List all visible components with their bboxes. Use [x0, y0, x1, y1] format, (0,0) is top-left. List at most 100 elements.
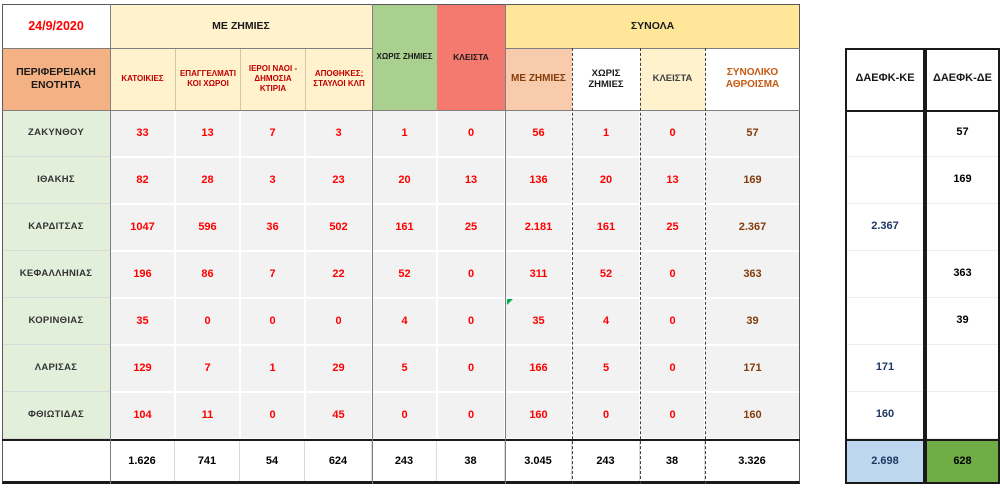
daefk-de-total-cell[interactable]: 628 — [925, 439, 1000, 484]
date-cell[interactable]: 24/9/2020 — [28, 18, 84, 33]
header-subcol-warehouses[interactable]: ΑΠΟΘΗΚΕΣ; ΣΤΑΥΛΟΙ ΚΛΠ — [305, 48, 372, 110]
value-cell[interactable]: 1047 — [110, 204, 175, 251]
totals-value-cell[interactable]: 624 — [305, 439, 372, 484]
value-cell[interactable]: 169 — [705, 157, 800, 204]
value-cell[interactable]: 0 — [372, 392, 437, 439]
header-group-totals[interactable]: ΣΥΝΟΛΑ — [505, 4, 800, 48]
region-cell[interactable]: ΚΕΦΑΛΛΗΝΙΑΣ — [2, 251, 110, 298]
daefk-de-cell[interactable]: 169 — [925, 157, 1000, 204]
region-cell[interactable]: ΛΑΡΙΣΑΣ — [2, 345, 110, 392]
value-cell[interactable]: 0 — [640, 392, 705, 439]
value-cell[interactable]: 5 — [372, 345, 437, 392]
value-cell[interactable]: 0 — [437, 251, 505, 298]
value-cell[interactable]: 7 — [240, 110, 305, 157]
value-cell[interactable]: 311 — [505, 251, 572, 298]
value-cell[interactable]: 4 — [372, 298, 437, 345]
value-cell[interactable]: 7 — [175, 345, 240, 392]
value-cell[interactable]: 0 — [640, 251, 705, 298]
totals-value-cell[interactable]: 1.626 — [110, 439, 175, 484]
value-cell[interactable]: 1 — [372, 110, 437, 157]
value-cell[interactable]: 161 — [372, 204, 437, 251]
daefk-de-cell[interactable] — [925, 204, 1000, 251]
value-cell[interactable]: 0 — [240, 392, 305, 439]
header-subcol-business[interactable]: ΕΠΑΓΓΕΛΜΑΤΙΚΟΙ ΧΩΡΟΙ — [175, 48, 240, 110]
totals-label-cell[interactable] — [2, 439, 110, 484]
value-cell[interactable]: 13 — [640, 157, 705, 204]
value-cell[interactable]: 0 — [305, 298, 372, 345]
value-cell[interactable]: 22 — [305, 251, 372, 298]
header-group-closed[interactable]: ΚΛΕΙΣΤΑ — [437, 4, 505, 110]
value-cell[interactable]: 0 — [437, 110, 505, 157]
region-cell[interactable]: ΚΑΡΔΙΤΣΑΣ — [2, 204, 110, 251]
value-cell[interactable]: 0 — [437, 298, 505, 345]
header-daefk-ke[interactable]: ΔΑΕΦΚ-ΚΕ — [855, 72, 915, 85]
value-cell[interactable]: 3 — [240, 157, 305, 204]
totals-value-cell[interactable]: 243 — [572, 439, 640, 484]
totals-value-cell[interactable]: 243 — [372, 439, 437, 484]
value-cell[interactable]: 2.367 — [705, 204, 800, 251]
value-cell[interactable]: 0 — [437, 392, 505, 439]
header-daefk-de[interactable]: ΔΑΕΦΚ-ΔΕ — [932, 72, 993, 85]
value-cell[interactable]: 596 — [175, 204, 240, 251]
header-totals-closed[interactable]: ΚΛΕΙΣΤΑ — [640, 48, 705, 110]
header-subcol-residences[interactable]: ΚΑΤΟΙΚΙΕΣ — [110, 48, 175, 110]
daefk-de-cell[interactable]: 363 — [925, 251, 1000, 298]
header-group-with-damage[interactable]: ΜΕ ΖΗΜΙΕΣ — [110, 4, 372, 48]
value-cell[interactable]: 86 — [175, 251, 240, 298]
value-cell[interactable]: 7 — [240, 251, 305, 298]
value-cell[interactable]: 11 — [175, 392, 240, 439]
daefk-ke-cell[interactable]: 160 — [845, 392, 925, 439]
value-cell[interactable]: 56 — [505, 110, 572, 157]
totals-value-cell[interactable]: 38 — [640, 439, 705, 484]
value-cell[interactable]: 136 — [505, 157, 572, 204]
value-cell[interactable]: 0 — [640, 298, 705, 345]
daefk-de-cell[interactable] — [925, 392, 1000, 439]
daefk-ke-cell[interactable] — [845, 157, 925, 204]
value-cell[interactable]: 82 — [110, 157, 175, 204]
value-cell[interactable]: 3 — [305, 110, 372, 157]
daefk-de-cell[interactable]: 39 — [925, 298, 1000, 345]
value-cell[interactable]: 20 — [572, 157, 640, 204]
header-totals-no-damage[interactable]: ΧΩΡΙΣ ΖΗΜΙΕΣ — [572, 48, 640, 110]
totals-value-cell[interactable]: 38 — [437, 439, 505, 484]
daefk-ke-cell[interactable] — [845, 298, 925, 345]
daefk-de-cell[interactable] — [925, 345, 1000, 392]
value-cell[interactable]: 4 — [572, 298, 640, 345]
value-cell[interactable]: 196 — [110, 251, 175, 298]
header-subcol-churches[interactable]: ΙΕΡΟΙ ΝΑΟΙ - ΔΗΜΟΣΙΑ ΚΤΙΡΙΑ — [240, 48, 305, 110]
value-cell[interactable]: 39 — [705, 298, 800, 345]
value-cell[interactable]: 171 — [705, 345, 800, 392]
daefk-ke-cell[interactable]: 171 — [845, 345, 925, 392]
value-cell[interactable]: 0 — [572, 392, 640, 439]
value-cell[interactable]: 363 — [705, 251, 800, 298]
value-cell[interactable]: 160 — [505, 392, 572, 439]
value-cell[interactable]: 0 — [640, 345, 705, 392]
value-cell[interactable]: 23 — [305, 157, 372, 204]
value-cell[interactable]: 166 — [505, 345, 572, 392]
value-cell[interactable]: 1 — [240, 345, 305, 392]
region-cell[interactable]: ΦΘΙΩΤΙΔΑΣ — [2, 392, 110, 439]
value-cell[interactable]: 5 — [572, 345, 640, 392]
value-cell[interactable]: 0 — [175, 298, 240, 345]
header-group-no-damage[interactable]: ΧΩΡΙΣ ΖΗΜΙΕΣ — [372, 4, 437, 110]
region-cell[interactable]: ΙΘΑΚΗΣ — [2, 157, 110, 204]
value-cell[interactable]: 1 — [572, 110, 640, 157]
value-cell[interactable]: 20 — [372, 157, 437, 204]
value-cell[interactable]: 2.181 — [505, 204, 572, 251]
value-cell[interactable]: 57 — [705, 110, 800, 157]
value-cell[interactable]: 0 — [437, 345, 505, 392]
totals-value-cell[interactable]: 741 — [175, 439, 240, 484]
value-cell[interactable]: 29 — [305, 345, 372, 392]
value-cell[interactable]: 35 — [110, 298, 175, 345]
daefk-de-cell[interactable]: 57 — [925, 110, 1000, 157]
value-cell[interactable]: 161 — [572, 204, 640, 251]
value-cell[interactable]: 35 — [505, 298, 572, 345]
daefk-ke-cell[interactable] — [845, 110, 925, 157]
region-cell[interactable]: ΖΑΚΥΝΘΟΥ — [2, 110, 110, 157]
value-cell[interactable]: 28 — [175, 157, 240, 204]
daefk-ke-total-cell[interactable]: 2.698 — [845, 439, 925, 484]
value-cell[interactable]: 104 — [110, 392, 175, 439]
value-cell[interactable]: 0 — [240, 298, 305, 345]
value-cell[interactable]: 13 — [437, 157, 505, 204]
value-cell[interactable]: 0 — [640, 110, 705, 157]
